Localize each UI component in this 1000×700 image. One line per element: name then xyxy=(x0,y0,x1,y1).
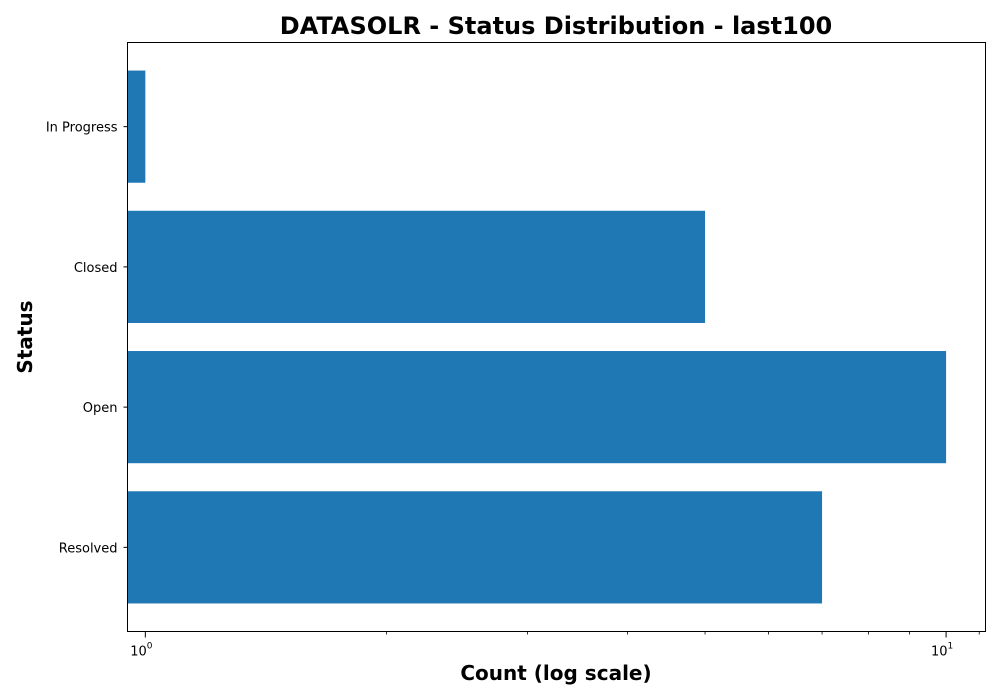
y-axis-label: Status xyxy=(13,300,37,373)
x-tick-label-exponent: 1 xyxy=(947,642,953,652)
bar-closed xyxy=(127,210,706,323)
chart-title: DATASOLR - Status Distribution - last100 xyxy=(280,12,832,40)
plot-frame xyxy=(127,42,986,632)
bars-layer xyxy=(127,70,947,604)
y-tick-label: Resolved xyxy=(59,541,118,556)
bar-resolved xyxy=(127,491,823,604)
bar-open xyxy=(127,351,947,464)
y-axis-ticks: In Progress Closed Open Resolved xyxy=(46,121,128,556)
x-tick-label: 100 xyxy=(130,642,153,660)
y-tick-label: Open xyxy=(83,401,118,416)
y-tick-label: In Progress xyxy=(46,121,118,136)
y-tick-label: Closed xyxy=(74,261,118,276)
bar-in-progress xyxy=(127,70,146,183)
x-tick-label-exponent: 0 xyxy=(147,642,153,652)
x-tick-label-base: 10 xyxy=(931,645,948,660)
x-axis-label: Count (log scale) xyxy=(460,661,651,685)
x-axis-ticks: 100 101 xyxy=(130,631,980,660)
x-tick-label: 101 xyxy=(931,642,953,660)
x-tick-label-base: 10 xyxy=(130,645,147,660)
